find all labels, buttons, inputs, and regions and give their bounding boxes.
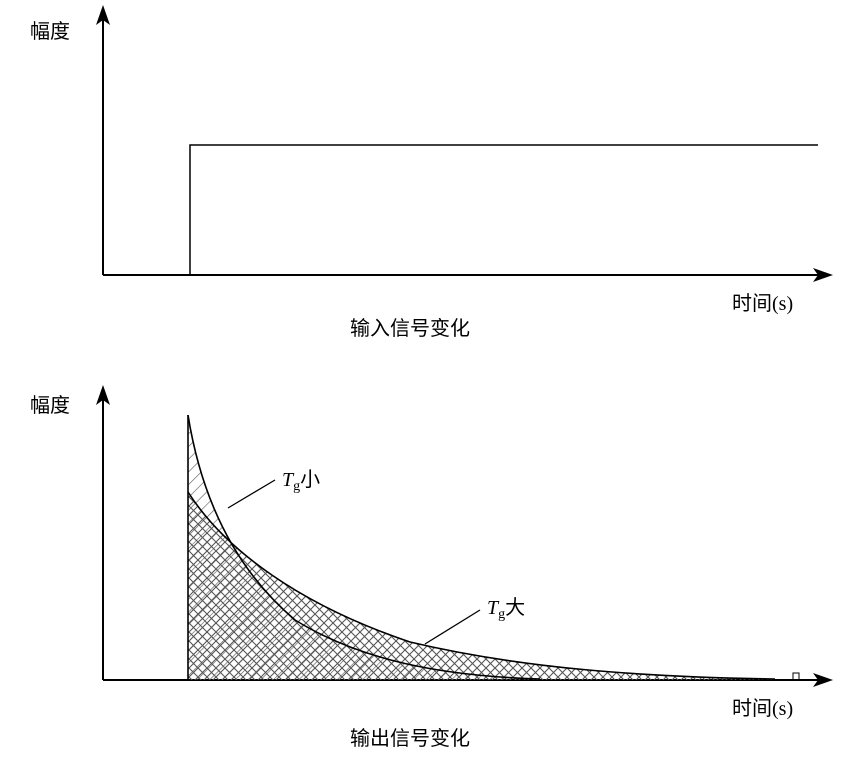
chart-title: 输入信号变化	[350, 317, 470, 340]
bottom-chart: Tg小 Tg大 幅度 时间(s) 输出信号变化	[0, 380, 856, 780]
annotation-tg-large: Tg大	[487, 596, 525, 622]
y-label: 幅度	[30, 20, 70, 43]
chart-title: 输出信号变化	[350, 727, 470, 750]
x-label: 时间(s)	[732, 292, 793, 315]
annotation2-sub: g	[498, 607, 505, 622]
leader-tg-small	[228, 480, 275, 508]
annotation1-sub: g	[293, 479, 300, 494]
top-chart: 幅度 时间(s) 输入信号变化	[0, 0, 856, 360]
y-label: 幅度	[30, 394, 70, 417]
x-tick	[793, 673, 799, 680]
annotation1-suffix: 小	[300, 468, 320, 491]
annotation2-suffix: 大	[505, 596, 525, 619]
x-label: 时间(s)	[732, 697, 793, 720]
step-line	[103, 145, 818, 275]
annotation-tg-small: Tg小	[282, 468, 320, 494]
curve-tg-large-area	[188, 492, 775, 680]
leader-tg-large	[425, 610, 480, 644]
